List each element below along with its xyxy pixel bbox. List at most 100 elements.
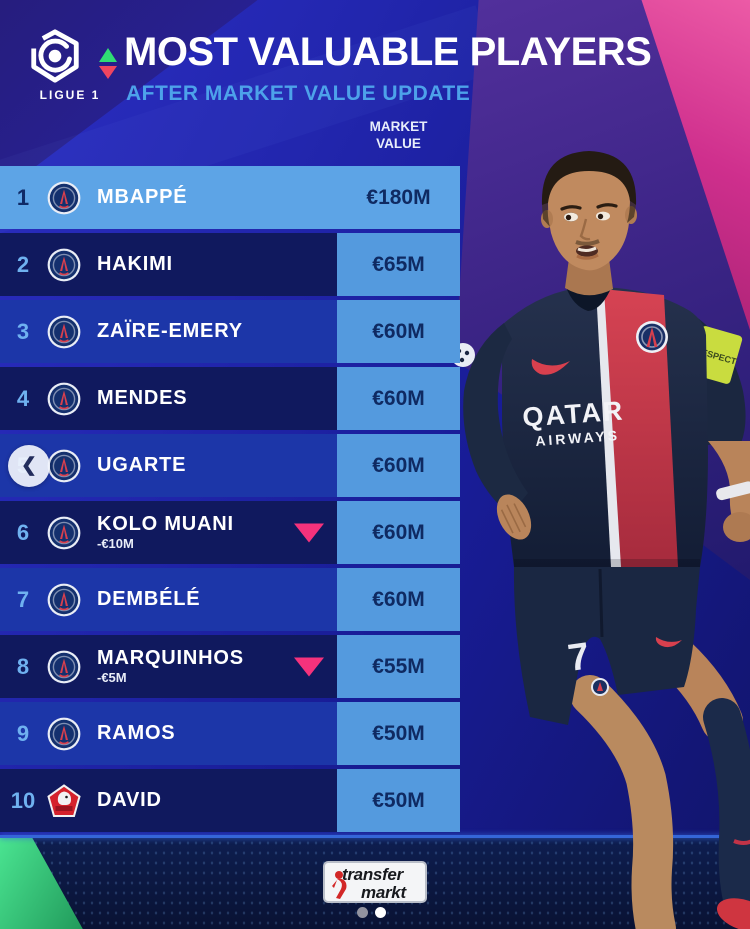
- background-purple-wedge: [455, 0, 750, 580]
- market-value-header-line2: VALUE: [376, 135, 421, 151]
- psg-badge-icon: [47, 248, 81, 281]
- carousel-dots: [357, 907, 386, 918]
- rank-label: 8: [16, 653, 30, 679]
- player-name: KOLO MUANI: [97, 513, 234, 536]
- table-row: 6 KOLO MUANI -€10M €60M: [0, 501, 460, 564]
- club-badge: [47, 516, 81, 550]
- sponsor-text: QATAR: [521, 396, 625, 433]
- psg-badge-icon: [47, 717, 81, 750]
- value-change-label: -€5M: [97, 670, 127, 686]
- rank-label: 2: [16, 251, 30, 277]
- market-value-cell: €60M: [337, 501, 460, 564]
- market-value-label: €65M: [372, 252, 425, 276]
- market-value-cell: €60M: [337, 367, 460, 430]
- player-name: RAMOS: [97, 722, 176, 744]
- brand-word-transfer: transfer: [342, 865, 403, 884]
- club-badge: [47, 382, 81, 416]
- club-badge: [47, 248, 81, 282]
- table-row: 9 RAMOS €50M: [0, 702, 460, 765]
- table-row: 1 MBAPPÉ €180M: [0, 166, 460, 229]
- player-name: ZAÏRE-EMERY: [97, 320, 243, 342]
- lille-badge-icon: [47, 783, 81, 817]
- market-value-cell: €65M: [337, 233, 460, 296]
- player-photo-mbappe: RESPECT 7 QATA: [451, 151, 750, 929]
- player-name: MENDES: [97, 387, 188, 409]
- table-row: 2 HAKIMI €65M: [0, 233, 460, 296]
- rank-label: 7: [16, 586, 30, 612]
- player-name: UGARTE: [97, 454, 187, 476]
- table-row: 8 MARQUINHOS -€5M €55M: [0, 635, 460, 698]
- market-value-cell: €60M: [337, 300, 460, 363]
- psg-badge-icon: [47, 583, 81, 616]
- club-badge: [47, 650, 81, 684]
- club-badge: [47, 783, 81, 818]
- rank-label: 9: [16, 720, 30, 746]
- rank-label: 10: [10, 787, 36, 813]
- market-value-label: €60M: [372, 520, 425, 544]
- arrow-up-icon: [99, 48, 117, 62]
- market-value-label: €55M: [372, 654, 425, 678]
- sponsor-text-2: AIRWAYS: [535, 427, 621, 449]
- market-value-cell: €60M: [337, 434, 460, 497]
- market-value-label: €60M: [372, 319, 425, 343]
- market-value-label: €60M: [372, 386, 425, 410]
- psg-badge-icon: [47, 315, 81, 348]
- page-subtitle: AFTER MARKET VALUE UPDATE: [126, 82, 471, 105]
- ligue1-hex-icon: [31, 29, 79, 83]
- table-row: ❮ 5 UGARTE €60M: [0, 434, 460, 497]
- carousel-dot: [375, 907, 386, 918]
- psg-crest: [636, 321, 668, 353]
- market-value-label: €180M: [366, 185, 431, 209]
- arrow-down-icon: [99, 66, 117, 79]
- captain-armband: RESPECT: [689, 326, 743, 384]
- ligue1-logo: LIGUE 1: [26, 28, 114, 102]
- brand-word-markt: markt: [361, 883, 406, 902]
- market-trend-arrows: [99, 48, 123, 79]
- player-name: MBAPPÉ: [97, 186, 188, 208]
- market-value-column-header: MARKET VALUE: [337, 119, 460, 153]
- page-title: MOST VALUABLE PLAYERS: [124, 30, 652, 74]
- table-row: 3 ZAÏRE-EMERY €60M: [0, 300, 460, 363]
- psg-badge-icon: [47, 516, 81, 549]
- player-name: DAVID: [97, 789, 162, 811]
- psg-badge-icon: [47, 181, 81, 214]
- carousel-back-button[interactable]: ❮: [8, 444, 50, 487]
- market-value-cell: €50M: [337, 769, 460, 832]
- league-label: LIGUE 1: [39, 88, 101, 102]
- value-change-label: -€10M: [97, 536, 134, 552]
- transfermarkt-logo: transfer markt: [323, 861, 427, 903]
- table-row: 10 DAVID €50M: [0, 769, 460, 832]
- table-row: 7 DEMBÉLÉ €60M: [0, 568, 460, 631]
- market-value-cell: €60M: [337, 568, 460, 631]
- background-green-wedge: [0, 838, 83, 929]
- table-row: 4 MENDES €60M: [0, 367, 460, 430]
- market-value-cell: €50M: [337, 702, 460, 765]
- club-badge: [47, 449, 81, 483]
- market-value-header-line1: MARKET: [369, 119, 428, 134]
- psg-badge-icon: [47, 449, 81, 482]
- club-badge: [47, 315, 81, 349]
- psg-badge-icon: [47, 650, 81, 683]
- player-name: MARQUINHOS: [97, 647, 244, 670]
- market-value-label: €50M: [372, 788, 425, 812]
- rank-label: 3: [16, 318, 30, 344]
- rank-label: 4: [16, 385, 30, 411]
- player-table-rows: 1 MBAPPÉ €180M 2 HAKIMI €65: [0, 166, 460, 832]
- market-value-cell: €180M: [337, 166, 460, 229]
- rank-label: 6: [16, 519, 30, 545]
- chevron-left-icon: ❮: [21, 455, 37, 476]
- psg-badge-icon: [47, 382, 81, 415]
- trend-down-icon: [294, 657, 324, 676]
- trend-down-icon: [294, 523, 324, 542]
- market-value-cell: €55M: [337, 635, 460, 698]
- market-value-label: €50M: [372, 721, 425, 745]
- carousel-dot: [357, 907, 368, 918]
- player-name: HAKIMI: [97, 253, 173, 275]
- player-table: 1 MBAPPÉ €180M 2 HAKIMI €65: [0, 166, 460, 836]
- club-badge: [47, 583, 81, 617]
- market-value-label: €60M: [372, 587, 425, 611]
- jersey-number: 7: [565, 635, 592, 680]
- player-name: DEMBÉLÉ: [97, 588, 201, 610]
- club-badge: [47, 181, 81, 215]
